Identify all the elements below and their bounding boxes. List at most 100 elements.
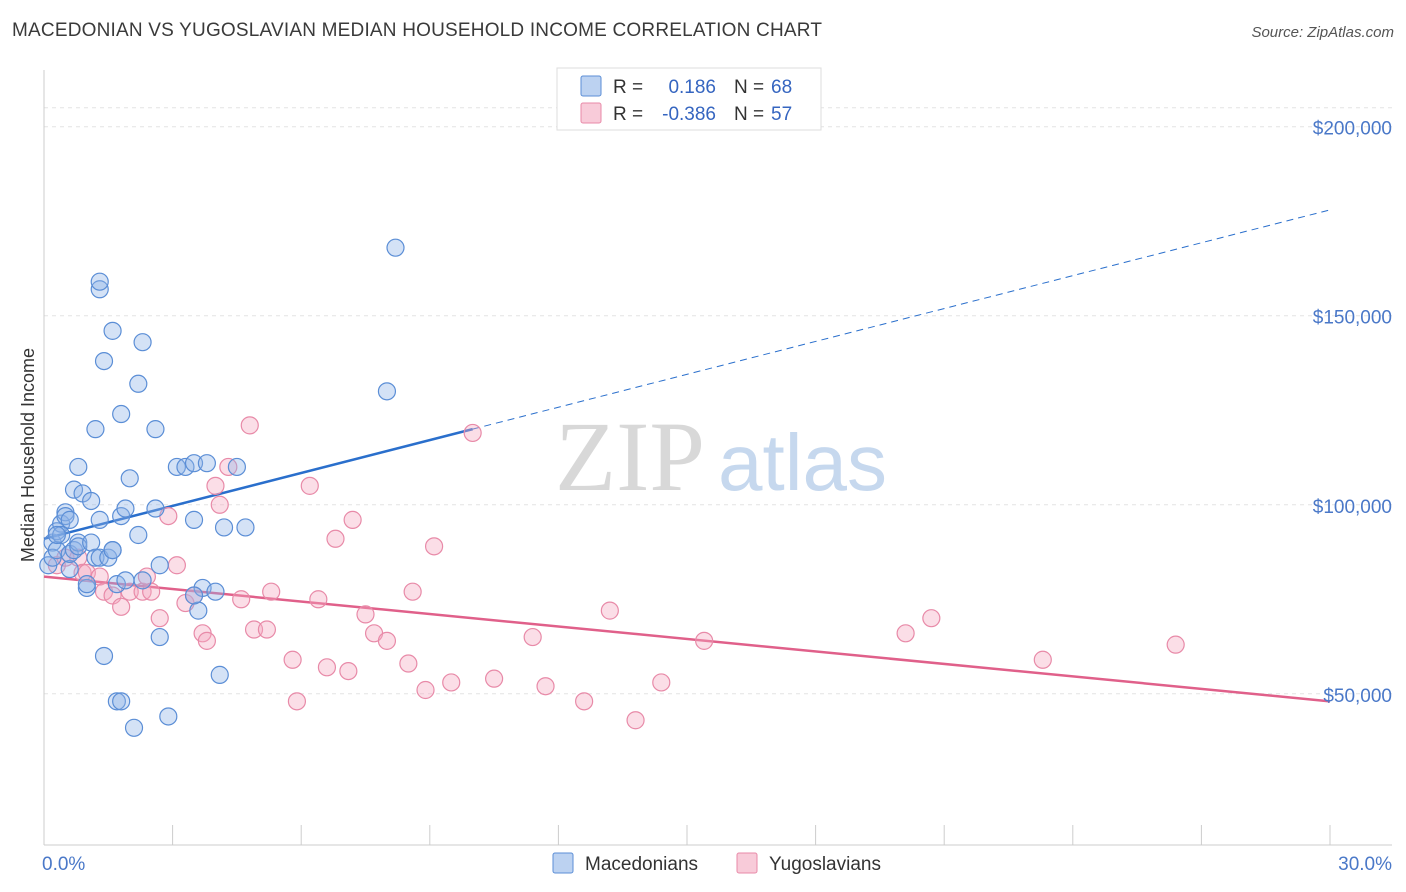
y-tick-label-0: $50,000	[1323, 686, 1392, 707]
point-macedonians-23	[90, 510, 109, 529]
point-yugoslavians-45	[485, 669, 504, 688]
legend-r-label-0: R =	[613, 77, 643, 98]
point-yugoslavians-56	[1166, 635, 1185, 654]
point-yugoslavians-8	[112, 597, 131, 616]
point-macedonians-37	[116, 571, 135, 590]
data-points	[39, 238, 1185, 737]
axes	[43, 70, 1392, 846]
point-macedonians-51	[176, 457, 195, 477]
legend-swatch-yugoslavians	[580, 102, 602, 124]
point-macedonians-6	[52, 525, 71, 545]
point-macedonians-65	[60, 510, 79, 529]
point-macedonians-59	[214, 518, 234, 537]
legend-r-value-1: -0.386	[662, 104, 716, 125]
watermark-zip: ZIP	[555, 401, 705, 512]
point-macedonians-57	[206, 582, 225, 601]
point-macedonians-11	[64, 480, 84, 499]
point-macedonians-39	[120, 469, 139, 488]
watermark-atlas: atlas	[718, 418, 887, 507]
point-yugoslavians-31	[309, 590, 328, 609]
legend-n-label-1: N =	[734, 104, 764, 125]
point-yugoslavians-26	[257, 620, 277, 639]
point-macedonians-26	[94, 646, 114, 666]
legend-bottom-label-yugoslavians: Yugoslavians	[769, 854, 881, 875]
point-macedonians-15	[69, 457, 88, 477]
tick-labels: $50,000 $100,000 $150,000 $200,000 0.0% 30.0%	[42, 119, 1392, 875]
point-yugoslavians-46	[523, 627, 542, 647]
point-macedonians-9	[60, 559, 79, 579]
point-macedonians-45	[146, 499, 165, 518]
point-macedonians-19	[82, 533, 101, 552]
point-yugoslavians-42	[424, 537, 444, 556]
point-yugoslavians-53	[896, 624, 915, 643]
point-yugoslavians-50	[626, 711, 645, 730]
point-yugoslavians-33	[326, 529, 345, 548]
point-macedonians-56	[197, 454, 216, 473]
y-axis-title: Median Household Income	[18, 348, 38, 562]
point-macedonians-52	[184, 454, 204, 473]
point-yugoslavians-52	[695, 631, 714, 650]
point-macedonians-30	[103, 321, 122, 340]
point-yugoslavians-20	[206, 476, 225, 495]
legend-bottom-swatch-macedonians	[552, 852, 574, 874]
point-yugoslavians-48	[575, 692, 594, 711]
x-tick-label-0: 0.0%	[42, 854, 85, 875]
point-macedonians-42	[129, 374, 148, 393]
point-macedonians-53	[184, 510, 204, 529]
point-macedonians-18	[82, 491, 101, 511]
trend-lines	[43, 209, 1331, 703]
point-yugoslavians-55	[1033, 650, 1052, 669]
point-yugoslavians-41	[416, 680, 435, 700]
point-yugoslavians-51	[652, 673, 671, 692]
point-macedonians-43	[133, 333, 152, 352]
point-macedonians-61	[236, 518, 255, 537]
point-yugoslavians-36	[356, 605, 375, 624]
point-yugoslavians-13	[150, 609, 169, 628]
legend-n-value-0: 68	[771, 77, 792, 98]
point-macedonians-24	[90, 280, 109, 299]
point-yugoslavians-44	[463, 423, 482, 443]
point-macedonians-62	[377, 382, 397, 401]
legend-bottom: Macedonians Yugoslavians	[552, 852, 881, 875]
point-macedonians-21	[86, 548, 105, 567]
point-yugoslavians-49	[600, 601, 619, 620]
point-yugoslavians-35	[343, 510, 362, 529]
point-yugoslavians-40	[403, 582, 422, 601]
point-yugoslavians-29	[287, 692, 307, 711]
y-tick-label-2: $150,000	[1313, 308, 1392, 329]
point-macedonians-67	[184, 586, 204, 605]
point-macedonians-63	[386, 238, 405, 257]
x-tick-label-1: 30.0%	[1338, 854, 1392, 875]
point-macedonians-44	[133, 571, 152, 590]
point-yugoslavians-30	[300, 476, 319, 495]
point-yugoslavians-38	[377, 631, 397, 650]
chart-title: MACEDONIAN VS YUGOSLAVIAN MEDIAN HOUSEHO…	[12, 20, 823, 41]
point-macedonians-54	[189, 601, 208, 620]
trend-line-macedonians-extension	[472, 209, 1331, 430]
point-yugoslavians-15	[167, 556, 186, 575]
legend-r-value-0: 0.186	[668, 77, 716, 98]
point-macedonians-58	[210, 665, 229, 684]
trend-line-yugoslavians	[43, 575, 1331, 703]
point-macedonians-20	[86, 420, 105, 439]
point-macedonians-32	[107, 575, 126, 594]
point-yugoslavians-47	[536, 677, 555, 696]
point-macedonians-60	[227, 457, 246, 477]
series-yugoslavians	[47, 416, 1185, 730]
point-macedonians-38	[116, 499, 135, 518]
legend-n-value-1: 57	[771, 104, 792, 125]
point-yugoslavians-27	[262, 582, 281, 601]
series-macedonians	[39, 238, 405, 737]
point-macedonians-33	[107, 692, 126, 711]
point-macedonians-25	[90, 272, 109, 291]
point-macedonians-27	[94, 351, 114, 371]
point-macedonians-36	[112, 404, 131, 424]
point-macedonians-64	[47, 525, 66, 545]
point-macedonians-46	[146, 420, 165, 439]
point-yugoslavians-24	[240, 416, 259, 435]
source-label: Source: ZipAtlas.com	[1251, 24, 1394, 41]
point-macedonians-48	[150, 556, 169, 575]
point-yugoslavians-28	[283, 650, 302, 669]
legend-swatch-macedonians	[580, 75, 602, 97]
